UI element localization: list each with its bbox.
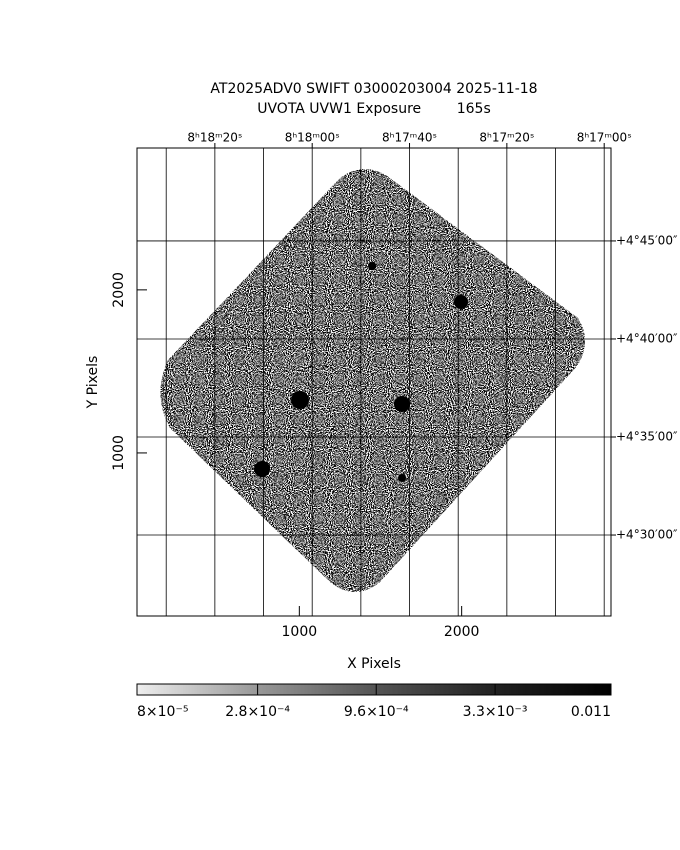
x-tick-label: 1000: [282, 624, 318, 640]
y-axis-label: Y Pixels: [85, 356, 101, 410]
colorbar-tick-label: 9.6×10⁻⁴: [344, 704, 409, 720]
exposure-image: [160, 169, 585, 592]
y-tick-label: 1000: [111, 435, 127, 471]
source-blob: [454, 295, 468, 309]
ra-tick-label: 8ʰ17ᵐ20ˢ: [479, 131, 534, 145]
source-blob: [368, 262, 376, 270]
x-axis-label: X Pixels: [347, 656, 401, 672]
y-tick-label: 2000: [111, 272, 127, 308]
colorbar: [136, 683, 612, 696]
source-blob: [291, 391, 309, 409]
colorbar-tick-label: 8×10⁻⁵: [137, 704, 188, 720]
dec-tick-label: +4°35′00″: [616, 429, 678, 443]
source-blob: [254, 461, 270, 477]
x-tick-label: 2000: [444, 624, 480, 640]
ra-tick-label: 8ʰ17ᵐ00ˢ: [577, 131, 632, 145]
dec-tick-label: +4°30′00″: [616, 528, 678, 542]
colorbar-tick-label: 2.8×10⁻⁴: [225, 704, 290, 720]
ra-tick-label: 8ʰ17ᵐ40ˢ: [382, 131, 437, 145]
colorbar-tick-label: 3.3×10⁻³: [463, 704, 528, 720]
chart-title: AT2025ADV0 SWIFT 03000203004 2025-11-18: [210, 81, 537, 97]
dec-tick-label: +4°40′00″: [616, 331, 678, 345]
plot-frame: [136, 147, 612, 617]
source-blob: [394, 396, 410, 412]
ra-tick-label: 8ʰ18ᵐ00ˢ: [285, 131, 340, 145]
ra-tick-label: 8ʰ18ᵐ20ˢ: [187, 131, 242, 145]
chart-subtitle: UVOTA UVW1 Exposure 165s: [257, 101, 491, 117]
colorbar-tick-label: 0.011: [571, 704, 611, 720]
dec-tick-label: +4°45′00″: [616, 233, 678, 247]
source-blob: [398, 474, 406, 482]
image-noise: [160, 169, 585, 592]
